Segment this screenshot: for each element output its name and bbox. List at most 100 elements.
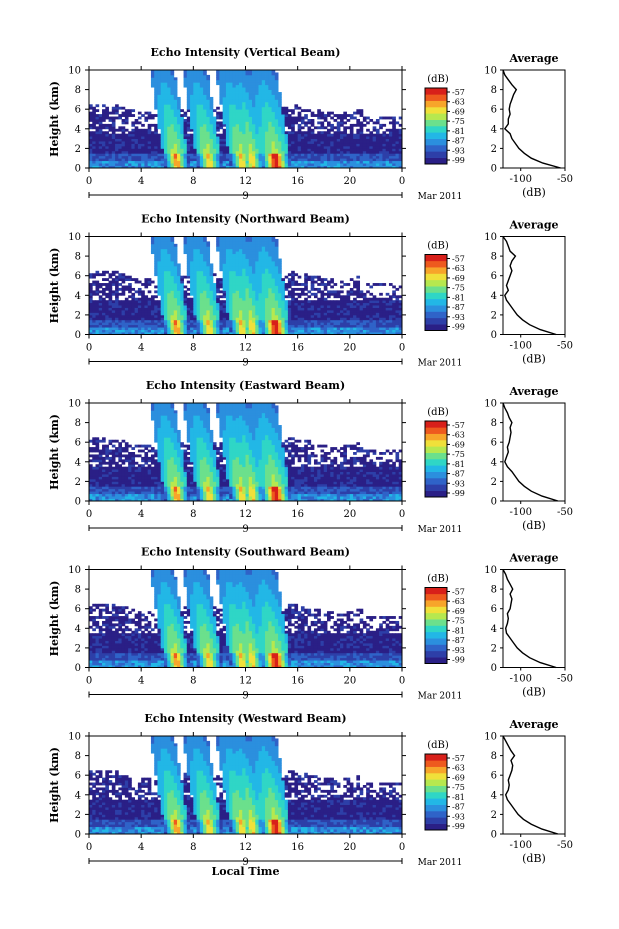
heatmap-cell (271, 145, 276, 149)
heatmap-cell (115, 163, 119, 166)
heatmap-cell (238, 270, 243, 274)
heatmap-cell (287, 126, 292, 130)
heatmap-cell (199, 163, 204, 166)
x-tick-label: 16 (291, 176, 304, 187)
heatmap-cell (108, 319, 113, 323)
heatmap-cell (92, 312, 96, 316)
heatmap-cell (313, 310, 318, 313)
heatmap-cell (163, 87, 168, 90)
heatmap-cell (278, 270, 282, 274)
heatmap-cell (255, 275, 259, 279)
heatmap-cell (92, 310, 96, 313)
heatmap-cell (102, 322, 106, 326)
heatmap-cell (131, 114, 136, 117)
heatmap-cell (242, 238, 246, 242)
heatmap-cell (225, 268, 230, 272)
heatmap-cell (320, 153, 325, 157)
heatmap-cell (346, 332, 351, 335)
heatmap-cell (284, 307, 289, 311)
heatmap-cell (340, 165, 344, 169)
heatmap-cell (271, 300, 276, 304)
heatmap-cell (118, 275, 122, 279)
heatmap-cell (278, 153, 282, 157)
heatmap-cell (167, 287, 171, 291)
heatmap-cell (336, 128, 341, 132)
heatmap-cell (124, 158, 129, 162)
heatmap-cell (209, 128, 214, 132)
heatmap-cell (252, 236, 256, 240)
heatmap-cell (177, 265, 181, 269)
heatmap-cell (199, 101, 204, 105)
heatmap-cell (128, 148, 132, 152)
heatmap-cell (245, 123, 250, 127)
heatmap-cell (209, 263, 214, 267)
heatmap-cell (372, 165, 377, 169)
heatmap-cell (115, 327, 119, 330)
heatmap-cell (278, 297, 282, 301)
heatmap-cell (229, 265, 233, 269)
heatmap-cell (124, 141, 129, 144)
heatmap-cell (163, 251, 168, 255)
heatmap-cell (310, 312, 315, 316)
heatmap-cell (235, 155, 240, 159)
heatmap-cell (193, 116, 197, 120)
heatmap-cell (105, 292, 109, 296)
heatmap-cell (163, 241, 168, 245)
heatmap-cell (245, 322, 250, 326)
heatmap-cell (102, 292, 106, 296)
heatmap-cell (95, 145, 100, 149)
heatmap-cell (105, 327, 109, 330)
heatmap-cell (95, 283, 100, 286)
heatmap-cell (98, 143, 103, 147)
heatmap-cell (346, 160, 351, 164)
heatmap-cell (206, 305, 211, 308)
heatmap-cell (307, 126, 312, 130)
heatmap-cell (199, 280, 204, 284)
heatmap-cell (261, 322, 266, 326)
heatmap-cell (258, 150, 263, 154)
heatmap-cell (173, 302, 178, 306)
heatmap-cell (261, 104, 266, 108)
heatmap-cell (252, 136, 256, 139)
heatmap-cell (173, 163, 178, 166)
heatmap-cell (258, 278, 263, 281)
heatmap-cell (206, 268, 211, 272)
heatmap-cell (261, 160, 266, 164)
heatmap-cell (209, 155, 214, 159)
heatmap-cell (242, 131, 246, 135)
heatmap-cell (102, 270, 106, 274)
heatmap-cell (121, 153, 126, 157)
heatmap-cell (229, 158, 233, 162)
heatmap-cell (98, 314, 103, 318)
heatmap-cell (105, 116, 109, 120)
heatmap-cell (287, 317, 292, 321)
heatmap-cell (190, 332, 194, 335)
heatmap-cell (375, 165, 380, 169)
heatmap-cell (206, 155, 211, 159)
heatmap-cell (281, 295, 286, 299)
heatmap-cell (199, 273, 204, 277)
heatmap-cell (245, 77, 250, 81)
heatmap-cell (284, 148, 289, 152)
heatmap-cell (157, 106, 162, 110)
heatmap-cell (160, 145, 165, 149)
heatmap-cell (160, 160, 165, 164)
heatmap-cell (193, 241, 197, 245)
heatmap-cell (167, 116, 171, 120)
heatmap-cell (232, 310, 237, 313)
heatmap-cell (353, 155, 357, 159)
heatmap-cell (242, 275, 246, 279)
heatmap-cell (268, 329, 272, 333)
heatmap-cell (180, 141, 184, 144)
heatmap-cell (343, 302, 347, 306)
heatmap-cell (375, 138, 380, 142)
heatmap-cell (115, 324, 119, 328)
heatmap-cell (232, 248, 237, 252)
heatmap-cell (307, 138, 312, 142)
heatmap-cell (265, 119, 269, 122)
heatmap-cell (89, 114, 93, 117)
heatmap-cell (105, 310, 109, 313)
heatmap-cell (229, 72, 233, 76)
average-y-tick-label: 0 (491, 164, 497, 175)
heatmap-cell (186, 302, 191, 306)
